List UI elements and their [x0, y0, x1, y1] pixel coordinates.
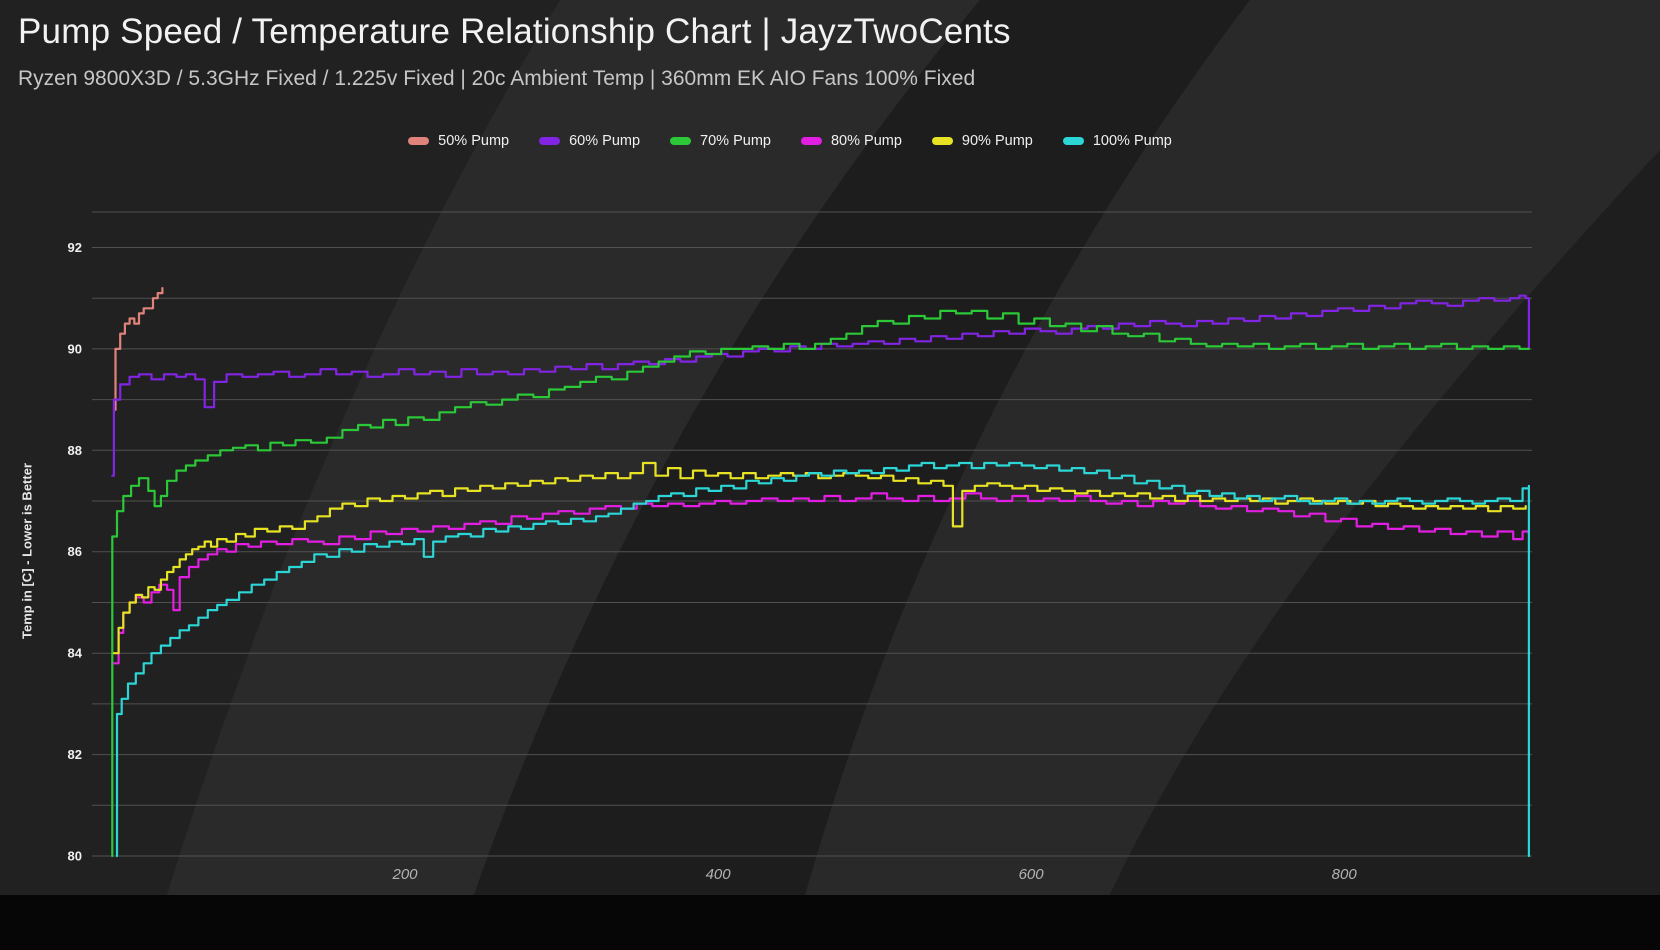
x-tick-label-800: 800	[1332, 866, 1358, 883]
legend-label: 90% Pump	[961, 133, 1033, 149]
legend-swatch-icon	[1062, 137, 1084, 145]
legend-swatch-icon	[539, 137, 561, 145]
bottom-bar	[0, 895, 1660, 950]
page-title: Pump Speed / Temperature Relationship Ch…	[18, 12, 1011, 51]
series-line-50-pump	[112, 287, 164, 411]
legend-item-90-pump: 90% Pump	[931, 133, 1033, 149]
series-line-100-pump	[115, 461, 1530, 858]
x-tick-label-200: 200	[391, 866, 418, 883]
legend-item-60-pump: 60% Pump	[539, 133, 640, 149]
x-tick-label-400: 400	[706, 866, 732, 883]
legend-label: 60% Pump	[569, 133, 641, 149]
series-line-60-pump	[111, 294, 1530, 477]
background-swoosh	[1085, 150, 1660, 950]
background-swoosh	[455, 0, 1250, 950]
legend-label: 100% Pump	[1092, 133, 1172, 149]
legend-item-80-pump: 80% Pump	[800, 133, 902, 149]
series-line-70-pump	[111, 309, 1530, 858]
y-axis-title: Temp in [C] - Lower is Better	[19, 463, 35, 639]
y-tick-label-88: 88	[68, 443, 82, 458]
series-line-80-pump	[112, 492, 1530, 665]
background-swoosh	[150, 0, 980, 950]
legend-label: 50% Pump	[438, 133, 510, 149]
y-tick-label-90: 90	[68, 341, 82, 356]
y-tick-label-82: 82	[68, 747, 82, 762]
legend-swatch-icon	[408, 137, 430, 145]
legend-label: 70% Pump	[700, 133, 771, 149]
background-swoosh	[790, 0, 1660, 950]
y-tick-label-86: 86	[68, 544, 82, 559]
legend-item-100-pump: 100% Pump	[1062, 133, 1172, 149]
series-line-90-pump	[112, 461, 1527, 655]
legend-swatch-icon	[931, 137, 953, 145]
legend-item-50-pump: 50% Pump	[408, 133, 509, 149]
y-tick-label-92: 92	[68, 240, 82, 255]
y-tick-label-80: 80	[68, 849, 82, 864]
legend-swatch-icon	[670, 137, 692, 145]
background-swoosh	[0, 0, 560, 950]
legend-swatch-icon	[800, 137, 822, 145]
legend-item-70-pump: 70% Pump	[670, 133, 771, 149]
x-tick-label-600: 600	[1019, 866, 1045, 883]
chart-header: Pump Speed / Temperature Relationship Ch…	[18, 12, 1011, 91]
legend-label: 80% Pump	[830, 133, 902, 149]
page-subtitle: Ryzen 9800X3D / 5.3GHz Fixed / 1.225v Fi…	[18, 67, 976, 90]
y-tick-label-84: 84	[68, 646, 83, 661]
chart-legend: 50% Pump 60% Pump 70% Pump 80% Pump 90% Pump…	[0, 133, 1580, 149]
